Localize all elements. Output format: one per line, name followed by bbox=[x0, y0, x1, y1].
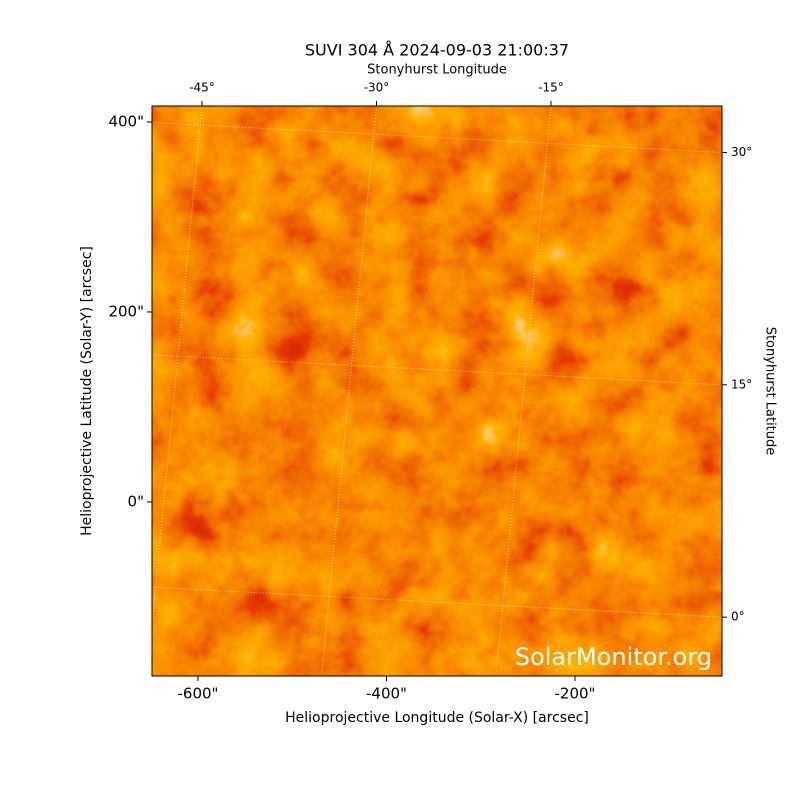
grid-line bbox=[151, 354, 723, 386]
solar-image bbox=[152, 106, 722, 676]
y-axis-label: Helioprojective Latitude (Solar-Y) [arcs… bbox=[79, 246, 95, 536]
watermark: SolarMonitor.org bbox=[515, 643, 712, 671]
grid-line bbox=[321, 105, 378, 677]
grid-line bbox=[151, 121, 723, 153]
x-tick-label: -400" bbox=[366, 685, 407, 703]
y-tick-label: 200" bbox=[108, 302, 144, 320]
grid-line bbox=[151, 586, 723, 618]
x2-axis-label: Stonyhurst Longitude bbox=[367, 63, 507, 78]
y2-axis-label: Stonyhurst Latitude bbox=[763, 327, 778, 456]
plot-frame bbox=[151, 105, 723, 677]
x2-tick-label: -15° bbox=[538, 81, 564, 95]
grid-line bbox=[146, 105, 203, 677]
grid-line bbox=[495, 105, 552, 677]
x-tick-label: -200" bbox=[554, 685, 595, 703]
y2-tick-label: 0° bbox=[731, 610, 745, 624]
y-tick-label: 400" bbox=[108, 112, 144, 130]
x-tick-label: -600" bbox=[178, 685, 219, 703]
x-axis-label: Helioprojective Longitude (Solar-X) [arc… bbox=[285, 710, 589, 726]
x2-tick-label: -45° bbox=[189, 81, 215, 95]
x2-tick-label: -30° bbox=[364, 81, 390, 95]
chart-title: SUVI 304 Å 2024-09-03 21:00:37 bbox=[305, 41, 569, 60]
y-tick-label: 0" bbox=[128, 492, 144, 510]
y2-tick-label: 15° bbox=[731, 377, 752, 391]
y2-tick-label: 30° bbox=[731, 145, 752, 159]
